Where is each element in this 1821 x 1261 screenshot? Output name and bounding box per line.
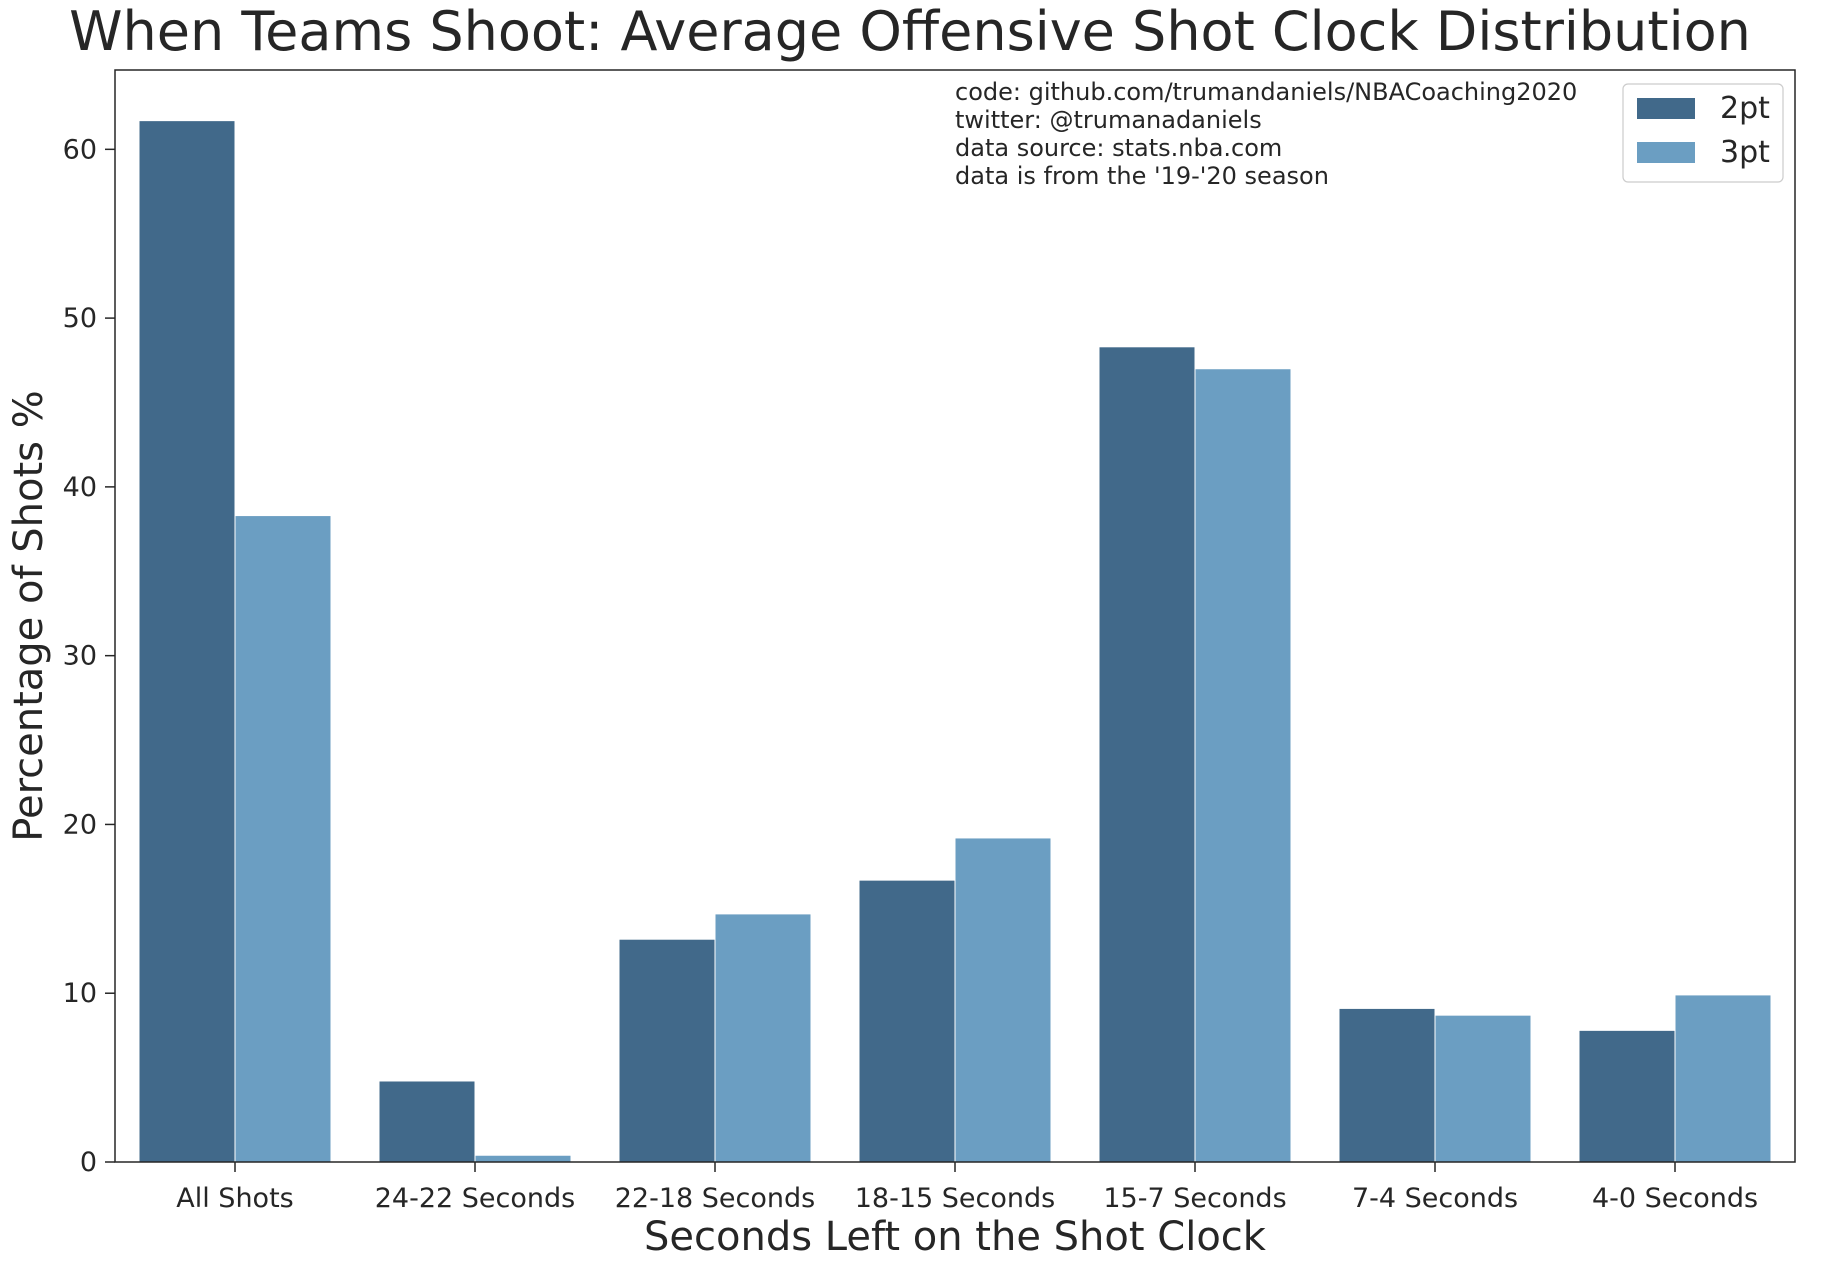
bars-layer [138,120,1772,1163]
bar-2pt-15-7-seconds [1098,346,1196,1163]
legend-swatch-2pt [1637,98,1695,119]
bar-2pt-24-22-seconds [378,1080,476,1163]
x-tick-label: 18-15 Seconds [855,1183,1055,1214]
bar-3pt-4-0-seconds [1674,994,1772,1163]
y-axis-title: Percentage of Shots % [6,390,52,841]
annotation-line: data source: stats.nba.com [955,134,1282,162]
bar-2pt-all-shots [138,120,236,1163]
y-axis-ticks: 0 10 20 30 40 50 60 [63,134,115,1178]
y-tick-label: 0 [80,1147,97,1178]
annotation-block: code: github.com/trumandaniels/NBACoachi… [955,78,1577,190]
x-tick-label: 4-0 Seconds [1592,1183,1758,1214]
bar-2pt-4-0-seconds [1578,1029,1676,1163]
bar-2pt-18-15-seconds [858,879,956,1163]
x-tick-label: 7-4 Seconds [1352,1183,1518,1214]
legend-swatch-3pt [1637,142,1695,163]
y-tick-label: 50 [63,303,97,334]
x-tick-label: 22-18 Seconds [615,1183,815,1214]
y-tick-label: 30 [63,641,97,672]
bar-2pt-22-18-seconds [618,938,716,1163]
annotation-line: data is from the '19-'20 season [955,162,1329,190]
x-tick-label: 15-7 Seconds [1103,1183,1286,1214]
y-tick-label: 20 [63,809,97,840]
plot-frame [114,69,1796,1163]
y-tick-label: 10 [63,978,97,1009]
bar-3pt-7-4-seconds [1434,1014,1532,1163]
x-tick-label: 24-22 Seconds [375,1183,575,1214]
chart-title: When Teams Shoot: Average Offensive Shot… [69,0,1751,63]
y-tick-label: 40 [63,472,97,503]
x-axis-title: Seconds Left on the Shot Clock [644,1214,1267,1260]
y-tick-label: 60 [63,134,97,165]
bar-3pt-all-shots [234,515,332,1163]
legend-label-3pt: 3pt [1720,135,1770,170]
x-axis-ticks: All Shots 24-22 Seconds 22-18 Seconds 18-15… [176,1162,1758,1214]
annotation-line: code: github.com/trumandaniels/NBACoachi… [955,78,1577,106]
legend-label-2pt: 2pt [1720,91,1770,126]
bar-3pt-15-7-seconds [1194,368,1292,1163]
bar-3pt-24-22-seconds [474,1154,572,1163]
bar-2pt-7-4-seconds [1338,1007,1436,1163]
bar-3pt-22-18-seconds [714,913,812,1163]
annotation-line: twitter: @trumanadaniels [955,106,1262,134]
bar-3pt-18-15-seconds [954,837,1052,1163]
x-tick-label: All Shots [176,1183,293,1214]
